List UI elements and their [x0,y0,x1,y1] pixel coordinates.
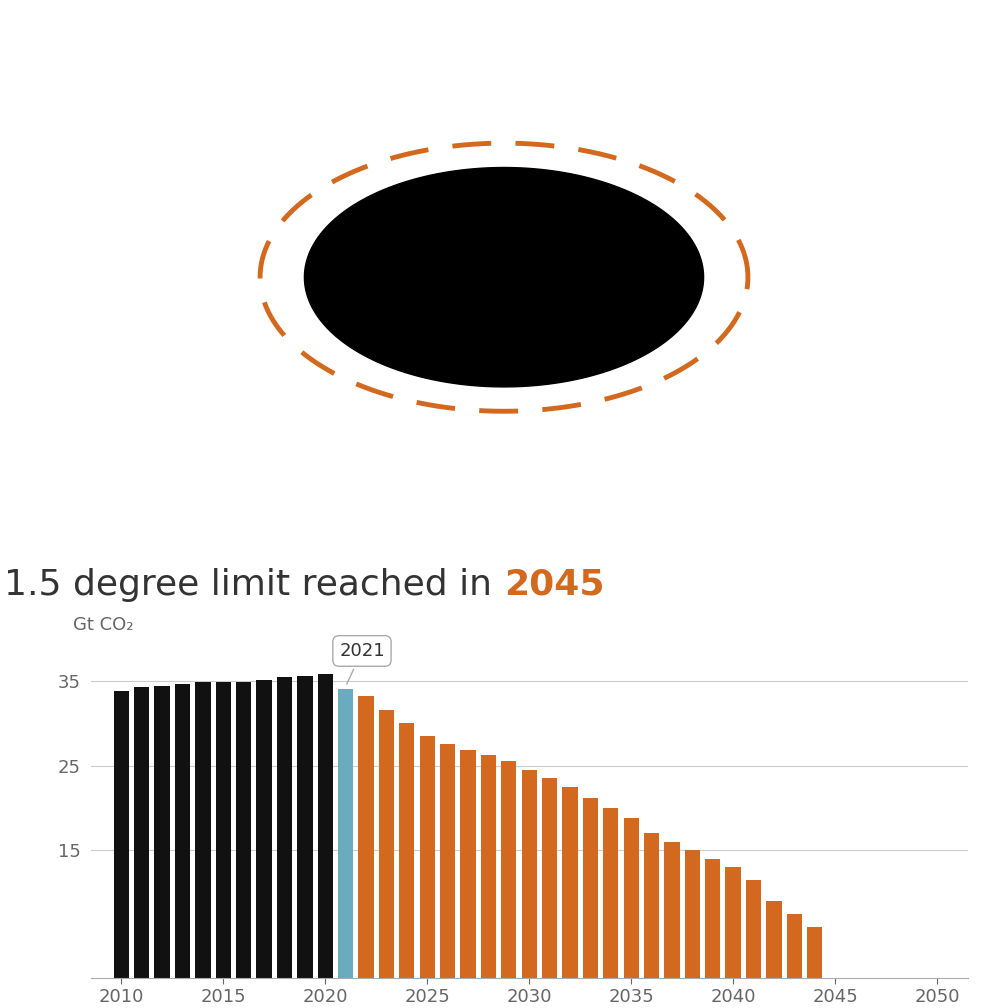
Bar [338,689,353,978]
Bar [501,761,516,978]
Text: Gt CO₂: Gt CO₂ [74,617,134,634]
Bar [236,681,251,978]
Bar [746,880,761,978]
Bar [419,736,434,978]
Bar [624,818,639,978]
Bar [603,808,619,978]
Bar [277,677,292,978]
Text: 1.5 degree limit reached in: 1.5 degree limit reached in [4,568,504,602]
Bar [706,859,721,978]
Bar [583,797,598,978]
Bar [542,778,557,978]
Bar [521,770,537,978]
Bar [786,914,802,978]
Bar [196,682,211,978]
Bar [766,901,781,978]
Bar [297,675,312,978]
Bar [154,685,169,978]
Bar [664,842,679,978]
Bar [379,711,394,978]
Bar [481,755,496,978]
Bar [216,681,231,978]
Bar [644,834,659,978]
Bar [318,674,333,978]
Bar [174,684,191,978]
Text: 2021: 2021 [339,642,385,684]
Bar [114,690,129,978]
Bar [134,687,149,978]
Bar [359,696,374,978]
Bar [399,723,414,978]
Text: 2045: 2045 [504,568,605,602]
Bar [726,868,741,978]
Polygon shape [304,167,704,387]
Bar [461,750,476,978]
Bar [562,787,578,978]
Bar [256,679,272,978]
Bar [439,744,456,978]
Bar [684,851,700,978]
Bar [807,926,823,978]
